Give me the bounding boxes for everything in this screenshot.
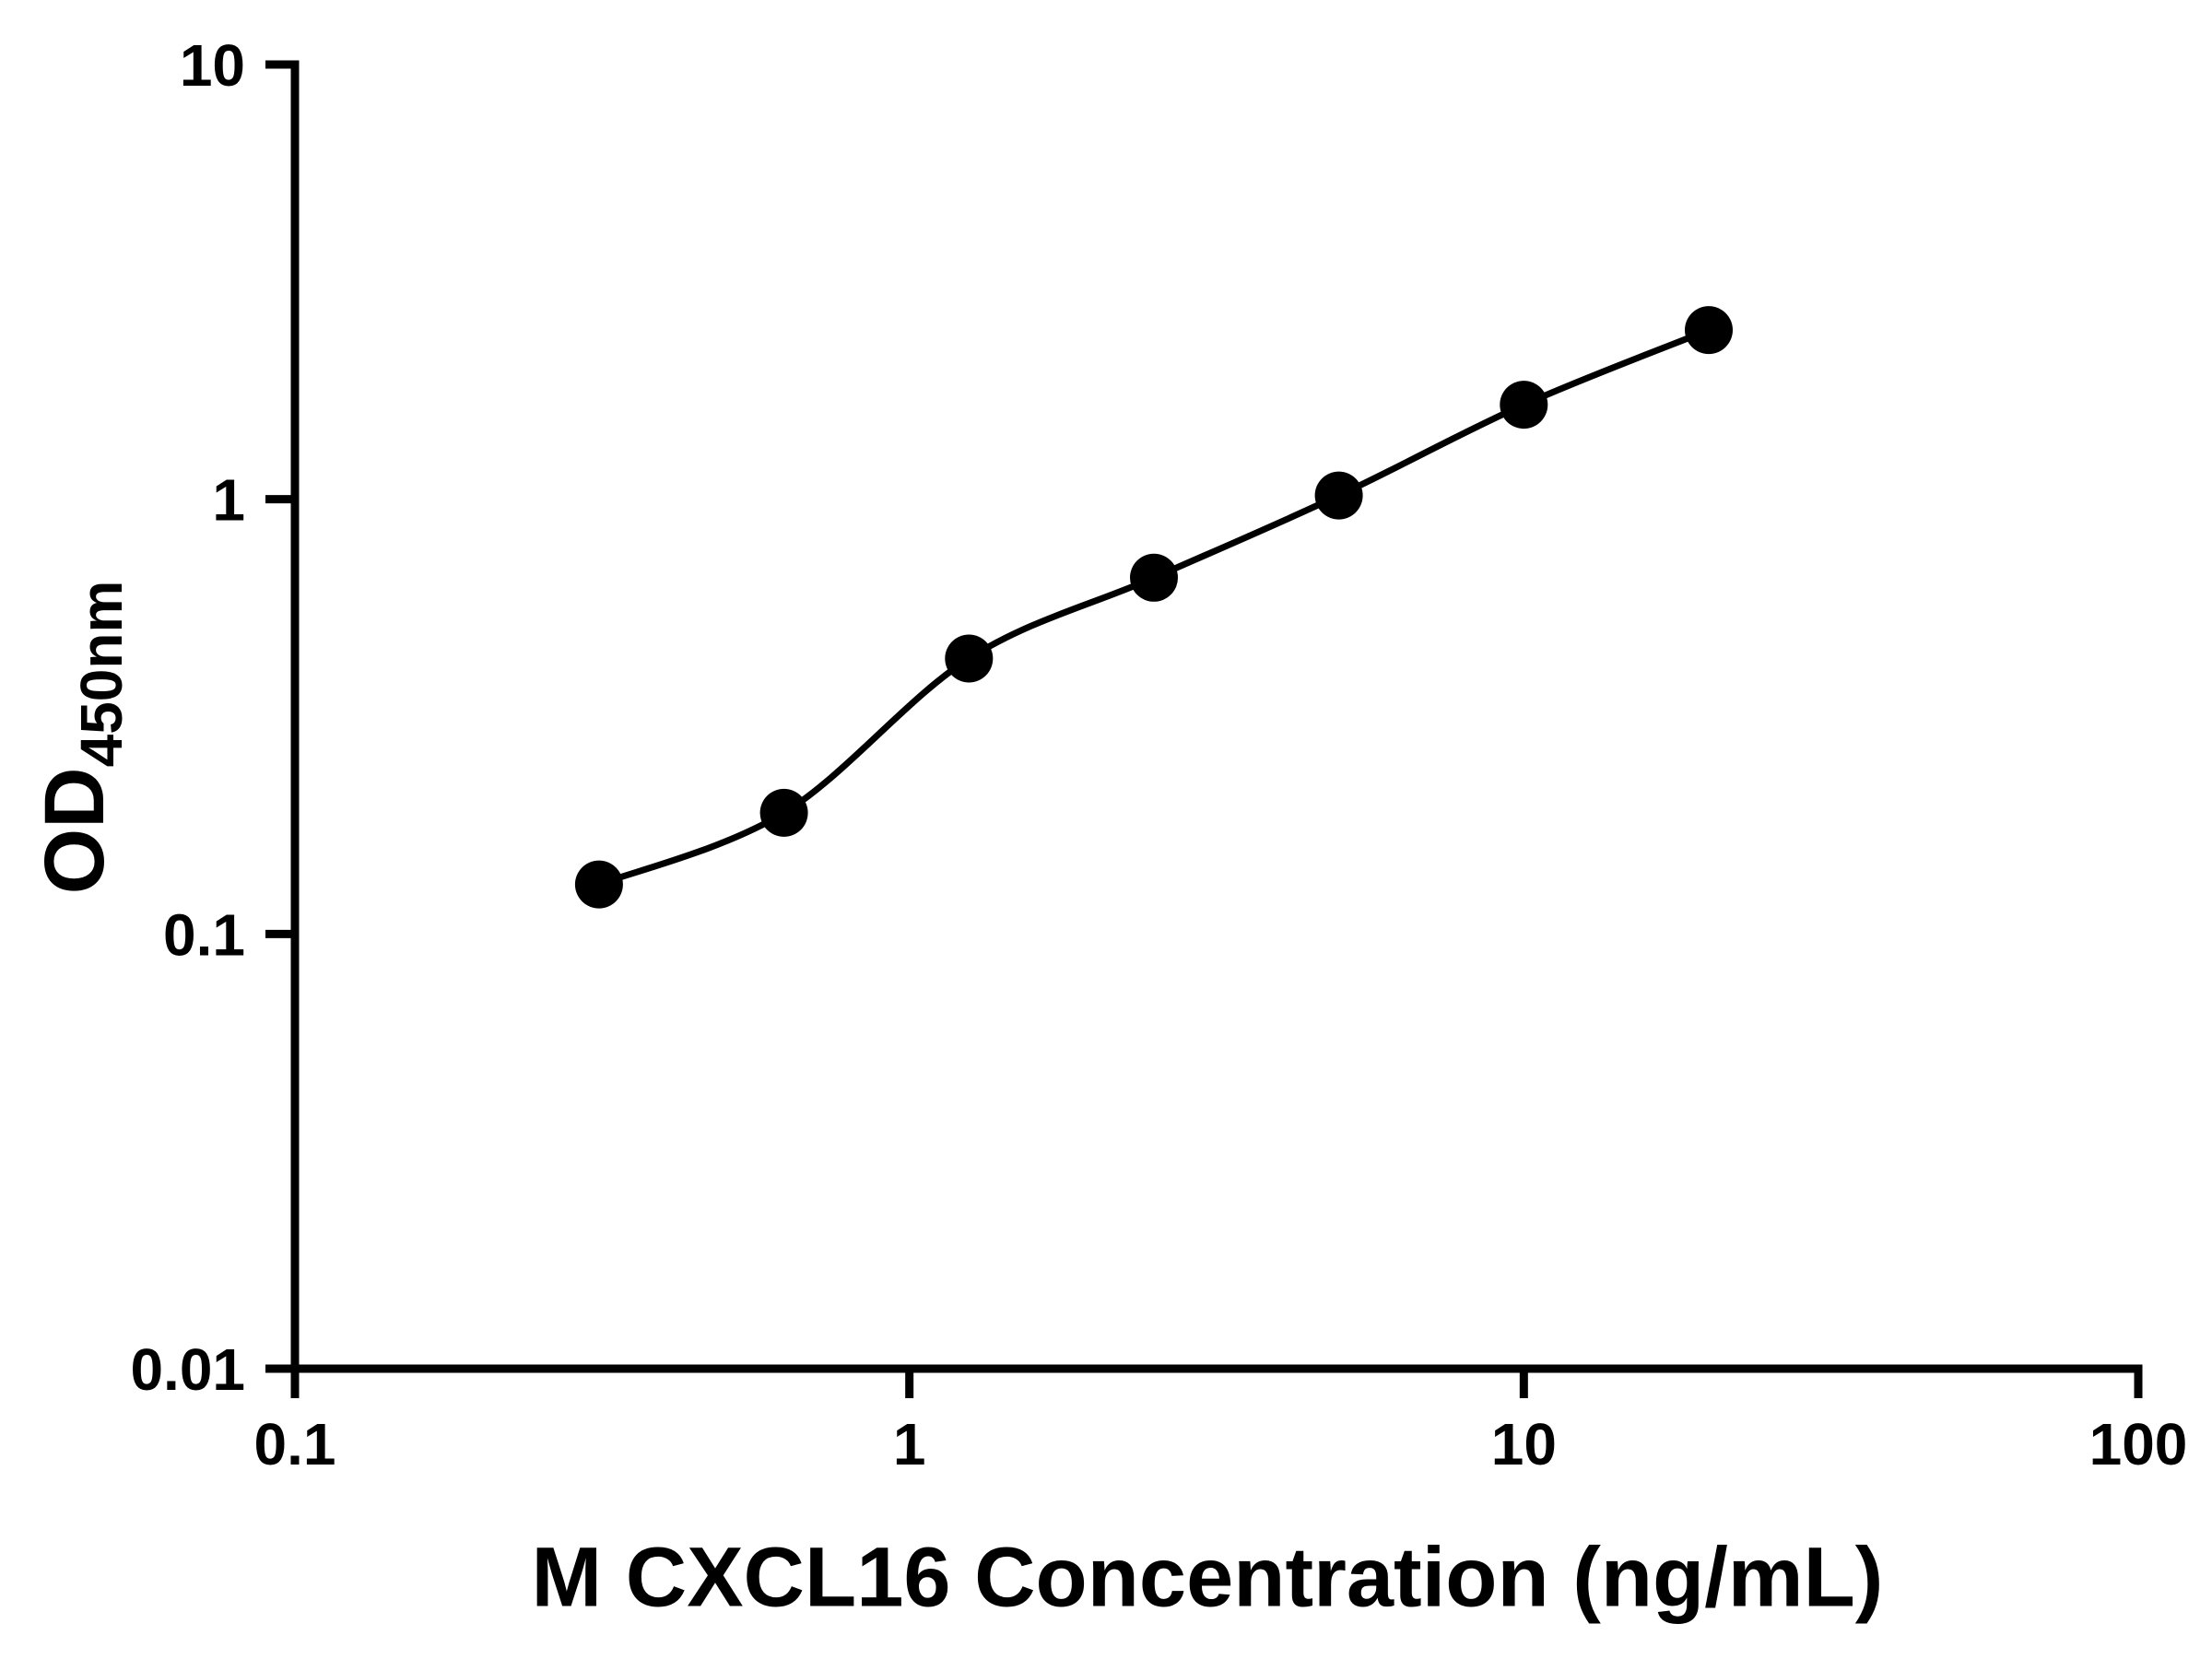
y-axis-title-main: OD xyxy=(28,767,122,895)
x-axis-title: M CXCL16 Concentration (ng/mL) xyxy=(531,1530,1884,1625)
data-point xyxy=(945,634,994,683)
data-point xyxy=(1130,553,1178,602)
x-axis-tick-label: 0.1 xyxy=(254,1411,336,1477)
y-axis-title: OD450nm xyxy=(27,581,135,895)
y-axis-tick-label: 0.01 xyxy=(130,1336,245,1403)
y-axis-title-subscript: 450nm xyxy=(68,580,135,768)
data-point xyxy=(1314,471,1363,520)
data-point xyxy=(574,860,623,909)
data-point xyxy=(1500,381,1548,429)
x-axis-tick-label: 1 xyxy=(893,1411,926,1477)
axis-lines xyxy=(290,60,2143,1373)
data-point xyxy=(759,788,808,837)
x-axis-tick-label: 100 xyxy=(2089,1411,2188,1477)
y-axis-tick-label: 1 xyxy=(212,467,245,534)
y-axis-tick-label: 0.1 xyxy=(163,901,245,968)
data-point xyxy=(1685,306,1733,355)
x-axis-tick-label: 10 xyxy=(1491,1411,1557,1477)
y-axis-tick-label: 10 xyxy=(180,32,245,99)
